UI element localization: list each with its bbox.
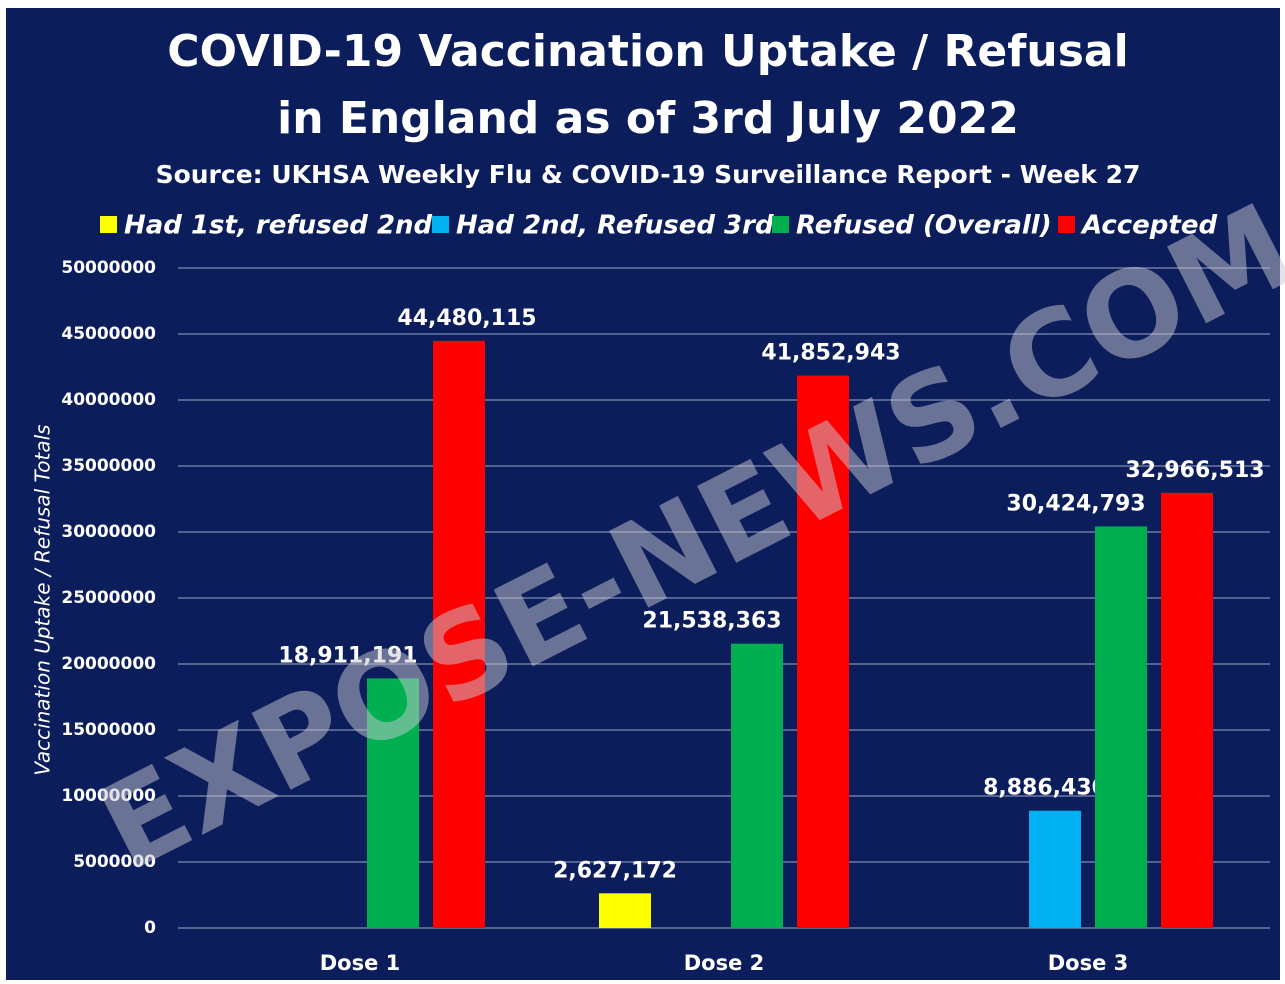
data-label: 21,538,363 — [642, 609, 781, 634]
y-tick-label: 50000000 — [61, 258, 156, 278]
legend-label: Had 2nd, Refused 3rd — [456, 211, 774, 241]
y-tick-label: 45000000 — [61, 324, 156, 344]
legend-label: Accepted — [1080, 211, 1217, 241]
bar — [1029, 810, 1081, 928]
x-tick-label: Dose 2 — [684, 951, 765, 975]
data-label: 44,480,115 — [397, 306, 536, 331]
legend-swatch — [100, 216, 117, 233]
chart-title: in England as of 3rd July 2022 — [277, 93, 1019, 144]
data-label: 41,852,943 — [761, 341, 900, 366]
x-tick-label: Dose 1 — [320, 951, 401, 975]
chart-subtitle: Source: UKHSA Weekly Flu & COVID-19 Surv… — [156, 160, 1141, 189]
y-tick-label: 10000000 — [61, 786, 156, 806]
bar — [1161, 492, 1213, 928]
legend-swatch — [772, 216, 789, 233]
legend-label: Refused (Overall) — [796, 211, 1052, 241]
bar — [731, 643, 783, 928]
bar — [1095, 526, 1147, 928]
chart-title: COVID-19 Vaccination Uptake / Refusal — [167, 26, 1128, 77]
y-tick-label: 25000000 — [61, 588, 156, 608]
y-tick-label: 20000000 — [61, 654, 156, 674]
y-tick-label: 0 — [144, 918, 156, 938]
x-tick-label: Dose 3 — [1048, 951, 1129, 975]
data-label: 30,424,793 — [1006, 491, 1145, 516]
y-tick-label: 5000000 — [73, 852, 156, 872]
data-label: 32,966,513 — [1125, 458, 1264, 483]
bar — [599, 893, 651, 928]
bar — [367, 678, 419, 928]
data-label: 2,627,172 — [553, 858, 677, 883]
legend-swatch — [432, 216, 449, 233]
y-tick-label: 35000000 — [61, 456, 156, 476]
bar — [797, 375, 849, 928]
legend-swatch — [1058, 216, 1075, 233]
data-label: 8,886,430 — [983, 776, 1107, 801]
data-label: 18,911,191 — [278, 643, 417, 668]
y-tick-label: 30000000 — [61, 522, 156, 542]
legend-label: Had 1st, refused 2nd — [124, 211, 433, 241]
bar — [433, 340, 485, 928]
y-tick-label: 40000000 — [61, 390, 156, 410]
y-axis-label: Vaccination Uptake / Refusal Totals — [31, 424, 55, 775]
y-tick-label: 15000000 — [61, 720, 156, 740]
